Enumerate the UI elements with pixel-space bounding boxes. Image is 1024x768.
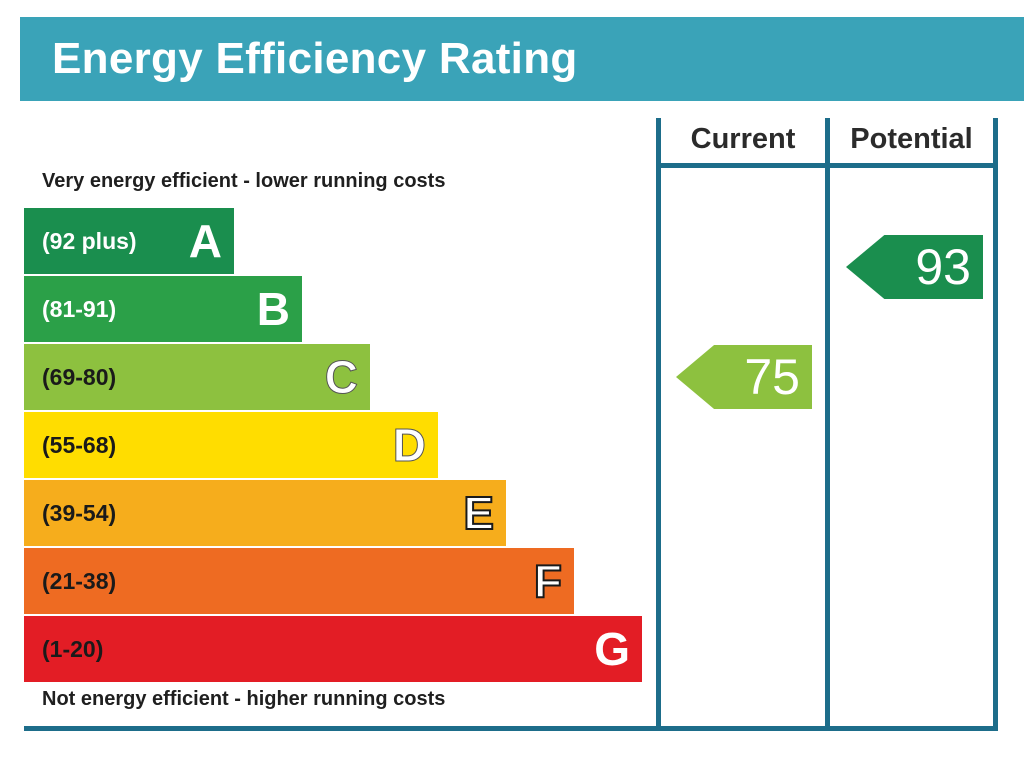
band-letter: G [594,623,630,675]
band-range-label: (39-54) [42,500,117,526]
column-divider [825,118,830,728]
bottom-caption: Not energy efficient - higher running co… [42,688,446,710]
potential-rating-arrow: 93 [846,235,983,299]
band-range-label: (21-38) [42,568,117,594]
band-letter: E [462,486,495,540]
current-column-left-border [656,118,661,728]
band-letter: C [324,351,358,404]
rating-band-b: (81-91) B [24,276,302,342]
band-range-label: (69-80) [42,364,117,390]
rating-band-e: (39-54) E [24,480,506,546]
potential-rating-value: 93 [915,239,971,295]
potential-column-right-border [993,118,998,728]
rating-band-g: (1-20) G [24,616,642,682]
band-range-label: (81-91) [42,296,117,322]
band-range-label: (55-68) [42,432,117,458]
top-caption: Very energy efficient - lower running co… [42,170,446,192]
chart-bottom-border [24,726,998,731]
current-rating-arrow: 75 [676,345,812,409]
band-letter: F [533,554,563,608]
column-header-underline [656,163,998,168]
rating-band-c: (69-80) C [24,344,370,410]
potential-column-header: Potential [850,123,973,155]
rating-band-f: (21-38) F [24,548,574,614]
band-letter: D [392,419,426,472]
current-column-header: Current [690,123,796,155]
band-letter: B [256,283,290,335]
band-range-label: (92 plus) [42,228,137,254]
rating-band-d: (55-68) D [24,412,438,478]
current-rating-value: 75 [744,349,800,405]
band-range-label: (1-20) [42,636,104,662]
chart-title: Energy Efficiency Rating [52,34,578,83]
band-letter: A [188,215,222,267]
rating-band-a: (92 plus) A [24,208,234,274]
title-bar: Energy Efficiency Rating [20,17,1024,101]
